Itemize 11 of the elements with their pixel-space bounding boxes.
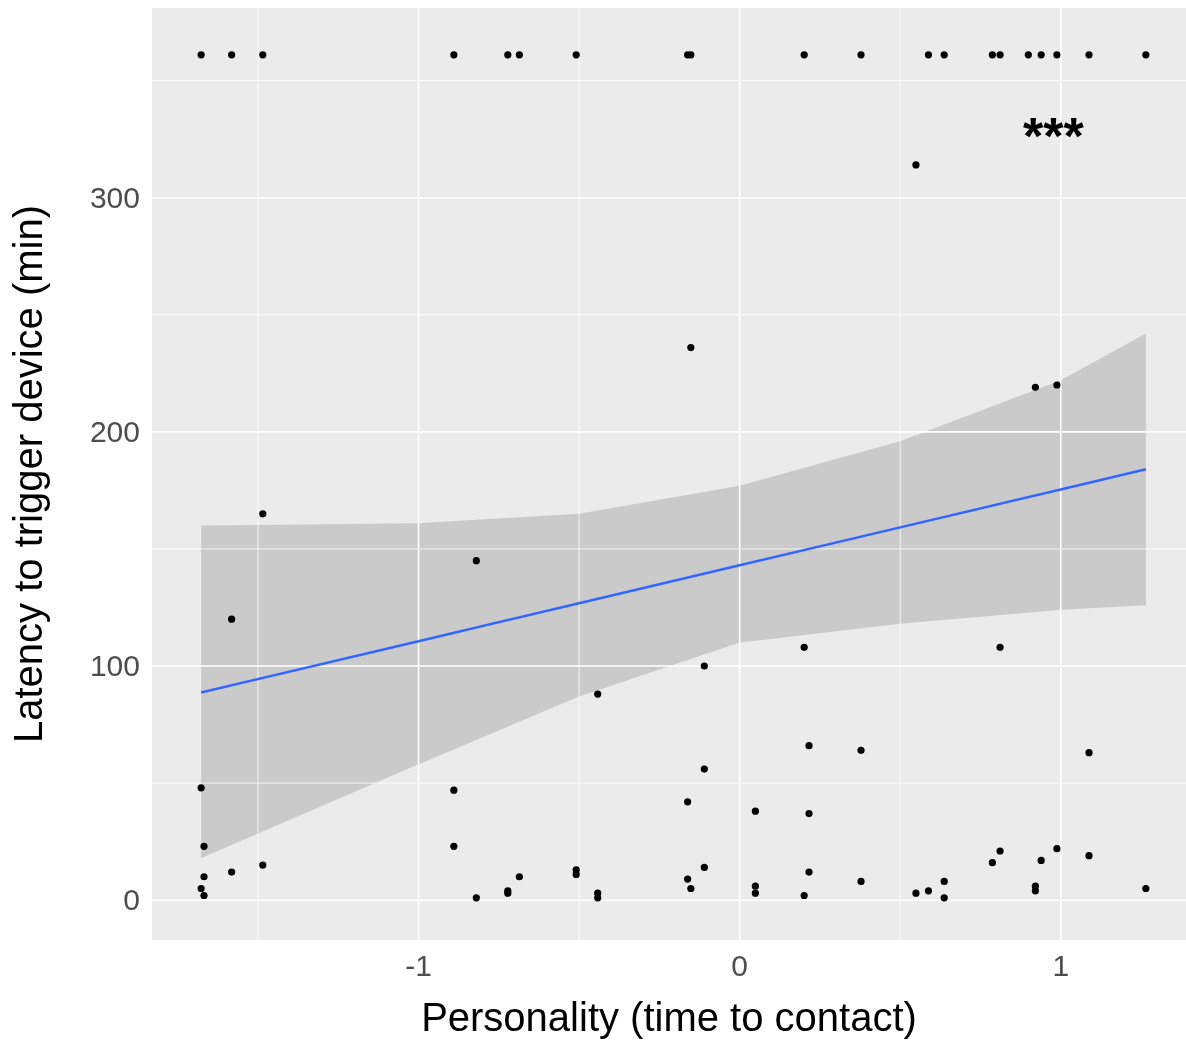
y-tick-label: 0 xyxy=(123,883,140,917)
y-tick-label: 100 xyxy=(89,649,140,683)
x-axis-title: Personality (time to contact) xyxy=(421,995,917,1039)
line-series xyxy=(199,468,1148,694)
x-tick-label: -1 xyxy=(405,949,432,982)
x-tick-label: 1 xyxy=(1052,949,1070,982)
x-tick-label: 0 xyxy=(731,949,748,982)
y-tick-label: 300 xyxy=(89,180,140,214)
y-axis-title: Latency to trigger device (min) xyxy=(6,204,51,744)
y-tick-label: 200 xyxy=(89,414,140,448)
annotation: *** xyxy=(1023,106,1084,166)
